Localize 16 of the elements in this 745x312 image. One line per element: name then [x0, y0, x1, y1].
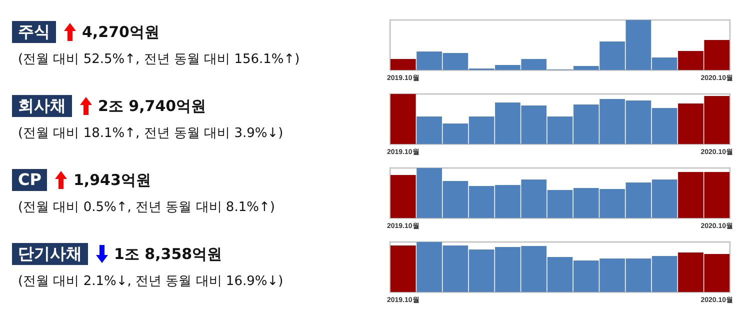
bar — [390, 94, 416, 144]
bar — [390, 175, 416, 218]
text: 4,270억원 — [82, 22, 160, 42]
text: 2조 9,740억원 — [98, 96, 206, 116]
text: 1,943억원 — [73, 170, 151, 190]
text: 1조 8,358억원 — [114, 244, 222, 264]
text: (전월 대비 2.1%↓, 전년 동월 대비 16.9%↓) — [18, 273, 284, 290]
text: (전월 대비 52.5%↑, 전년 동월 대비 156.1%↑) — [18, 51, 301, 68]
bar — [390, 59, 416, 70]
text: 회사채 — [12, 95, 72, 117]
text: 단기사채 — [12, 243, 88, 265]
text: CP — [12, 169, 48, 191]
text: (전월 대비 0.5%↑, 전년 동월 대비 8.1%↑) — [18, 199, 276, 216]
bar — [390, 246, 416, 292]
text: 주식 — [12, 21, 56, 43]
text: (전월 대비 18.1%↑, 전년 동월 대비 3.9%↓) — [18, 125, 284, 142]
